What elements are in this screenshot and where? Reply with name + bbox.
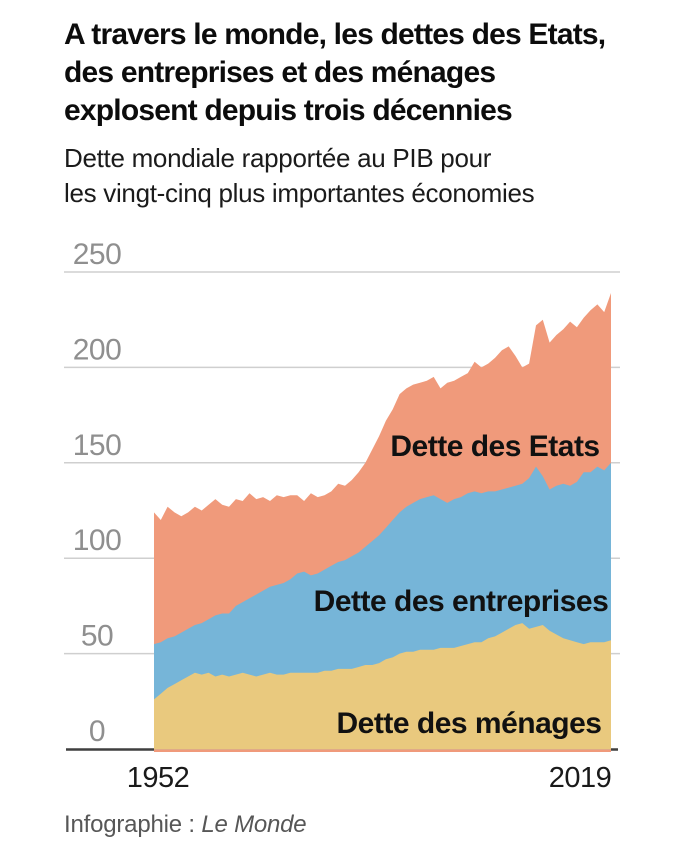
chart-subtitle: Dette mondiale rapportée au PIB pour les…	[64, 141, 535, 211]
label-dette-des-entreprises: Dette des entreprises	[314, 585, 609, 618]
y-tick-label-250: 250	[73, 238, 122, 271]
subtitle-line-2: les vingt-cinq plus importantes économie…	[64, 178, 535, 208]
x-tick-start-year: 1952	[127, 762, 190, 794]
page-title: A travers le monde, les dettes des Etats…	[64, 16, 606, 130]
y-tick-label-50: 50	[81, 620, 113, 653]
y-tick-label-150: 150	[73, 429, 122, 462]
title-line-3: explosent depuis trois décennies	[64, 94, 513, 127]
x-tick-end-year: 2019	[549, 762, 612, 794]
credit: Infographie : Le Monde	[64, 811, 307, 839]
credit-prefix: Infographie :	[64, 811, 202, 838]
y-tick-label-0: 0	[89, 715, 105, 748]
title-line-2: des entreprises et des ménages	[64, 56, 496, 89]
label-dette-des-etats: Dette des Etats	[390, 430, 599, 463]
y-axis-labels: 0 50 100 150 200 250	[73, 238, 122, 748]
subtitle-line-1: Dette mondiale rapportée au PIB pour	[64, 143, 492, 173]
area-dette-des-menages	[154, 623, 611, 750]
title-line-1: A travers le monde, les dettes des Etats…	[64, 18, 606, 51]
y-tick-label-200: 200	[73, 333, 122, 366]
label-dette-des-menages: Dette des ménages	[337, 707, 602, 740]
credit-source: Le Monde	[201, 811, 307, 838]
y-tick-label-100: 100	[73, 524, 122, 557]
